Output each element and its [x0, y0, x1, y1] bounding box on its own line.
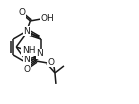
Text: O: O	[23, 65, 31, 74]
Text: O: O	[18, 8, 25, 17]
Text: N: N	[36, 50, 43, 58]
Text: OH: OH	[40, 14, 54, 23]
Text: N: N	[23, 55, 30, 64]
Text: N: N	[24, 27, 30, 35]
Text: NH: NH	[22, 46, 36, 55]
Text: O: O	[48, 58, 55, 67]
